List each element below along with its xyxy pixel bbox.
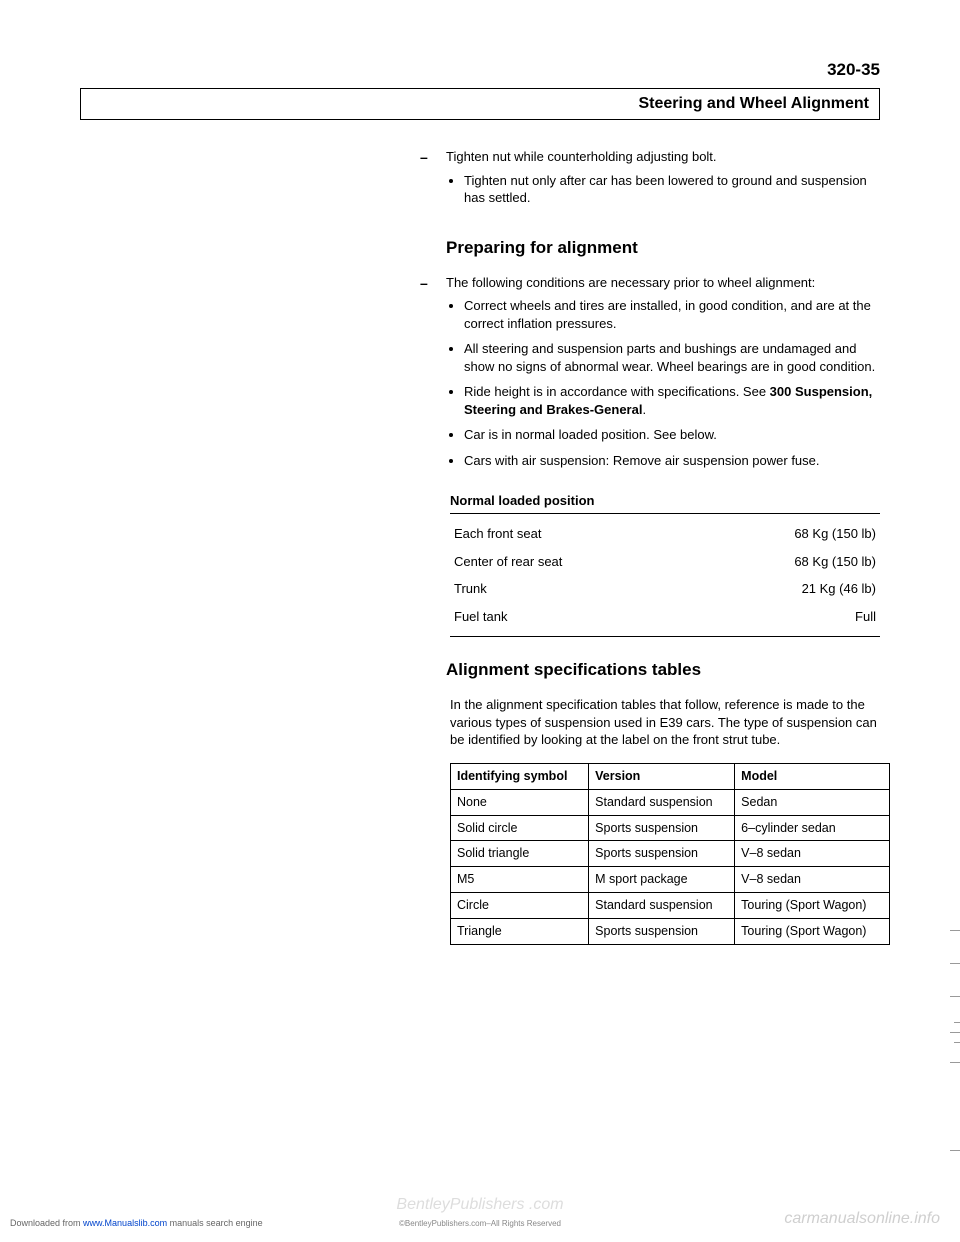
row-label: Trunk <box>454 580 487 598</box>
dash-marker: – <box>420 274 446 478</box>
loaded-table-title: Normal loaded position <box>450 492 880 510</box>
bullet-item: Cars with air suspension: Remove air sus… <box>464 452 880 470</box>
heading-preparing: Preparing for alignment <box>446 237 880 260</box>
col-header: Model <box>735 763 890 789</box>
bullet-item: Ride height is in accordance with specif… <box>464 383 880 418</box>
content-column: – Tighten nut while counterholding adjus… <box>420 148 880 945</box>
heading-spec-tables: Alignment specifications tables <box>446 659 880 682</box>
footer-suffix: manuals search engine <box>167 1218 263 1228</box>
footer-prefix: Downloaded from <box>10 1218 83 1228</box>
bullet-item: Tighten nut only after car has been lowe… <box>464 172 880 207</box>
row-label: Center of rear seat <box>454 553 562 571</box>
row-value: 68 Kg (150 lb) <box>794 525 876 543</box>
table-header-row: Identifying symbol Version Model <box>451 763 890 789</box>
copyright-text: ©BentleyPublishers.com–All Rights Reserv… <box>399 1219 561 1228</box>
col-header: Version <box>589 763 735 789</box>
spec-paragraph: In the alignment specification tables th… <box>450 696 880 749</box>
step-item: – Tighten nut while counterholding adjus… <box>420 148 880 215</box>
step-item: – The following conditions are necessary… <box>420 274 880 478</box>
table-row: Each front seat 68 Kg (150 lb) <box>450 520 880 548</box>
footer-left: Downloaded from www.Manualslib.com manua… <box>10 1218 263 1228</box>
page-container: 320-35 Steering and Wheel Alignment – Ti… <box>80 60 880 945</box>
watermark-right: carmanualsonline.info <box>784 1210 940 1228</box>
spec-table: Identifying symbol Version Model None St… <box>450 763 890 945</box>
bullet-item: All steering and suspension parts and bu… <box>464 340 880 375</box>
table-row: Triangle Sports suspension Touring (Spor… <box>451 919 890 945</box>
table-row: None Standard suspension Sedan <box>451 789 890 815</box>
table-row: Fuel tank Full <box>450 603 880 631</box>
loaded-position-table: Each front seat 68 Kg (150 lb) Center of… <box>450 513 880 637</box>
step-body: The following conditions are necessary p… <box>446 274 880 478</box>
table-row: Trunk 21 Kg (46 lb) <box>450 575 880 603</box>
table-row: Solid circle Sports suspension 6–cylinde… <box>451 815 890 841</box>
page-number: 320-35 <box>80 60 880 80</box>
step-text: Tighten nut while counterholding adjusti… <box>446 149 717 164</box>
step-body: Tighten nut while counterholding adjusti… <box>446 148 880 215</box>
table-row: Solid triangle Sports suspension V–8 sed… <box>451 841 890 867</box>
watermark-center: BentleyPublishers .com <box>396 1196 563 1214</box>
table-row: M5 M sport package V–8 sedan <box>451 867 890 893</box>
dash-marker: – <box>420 148 446 215</box>
row-label: Fuel tank <box>454 608 507 626</box>
step-text: The following conditions are necessary p… <box>446 275 815 290</box>
table-row: Center of rear seat 68 Kg (150 lb) <box>450 548 880 576</box>
row-value: 21 Kg (46 lb) <box>802 580 876 598</box>
bullet-list: Tighten nut only after car has been lowe… <box>446 172 880 207</box>
header-title-box: Steering and Wheel Alignment <box>80 88 880 120</box>
row-value: Full <box>855 608 876 626</box>
table-row: Circle Standard suspension Touring (Spor… <box>451 893 890 919</box>
bullet-list: Correct wheels and tires are installed, … <box>446 297 880 469</box>
right-margin-ticks <box>954 0 960 1242</box>
row-label: Each front seat <box>454 525 541 543</box>
bullet-item: Car is in normal loaded position. See be… <box>464 426 880 444</box>
col-header: Identifying symbol <box>451 763 589 789</box>
bullet-item: Correct wheels and tires are installed, … <box>464 297 880 332</box>
row-value: 68 Kg (150 lb) <box>794 553 876 571</box>
footer-link[interactable]: www.Manualslib.com <box>83 1218 167 1228</box>
header-title: Steering and Wheel Alignment <box>638 95 869 112</box>
